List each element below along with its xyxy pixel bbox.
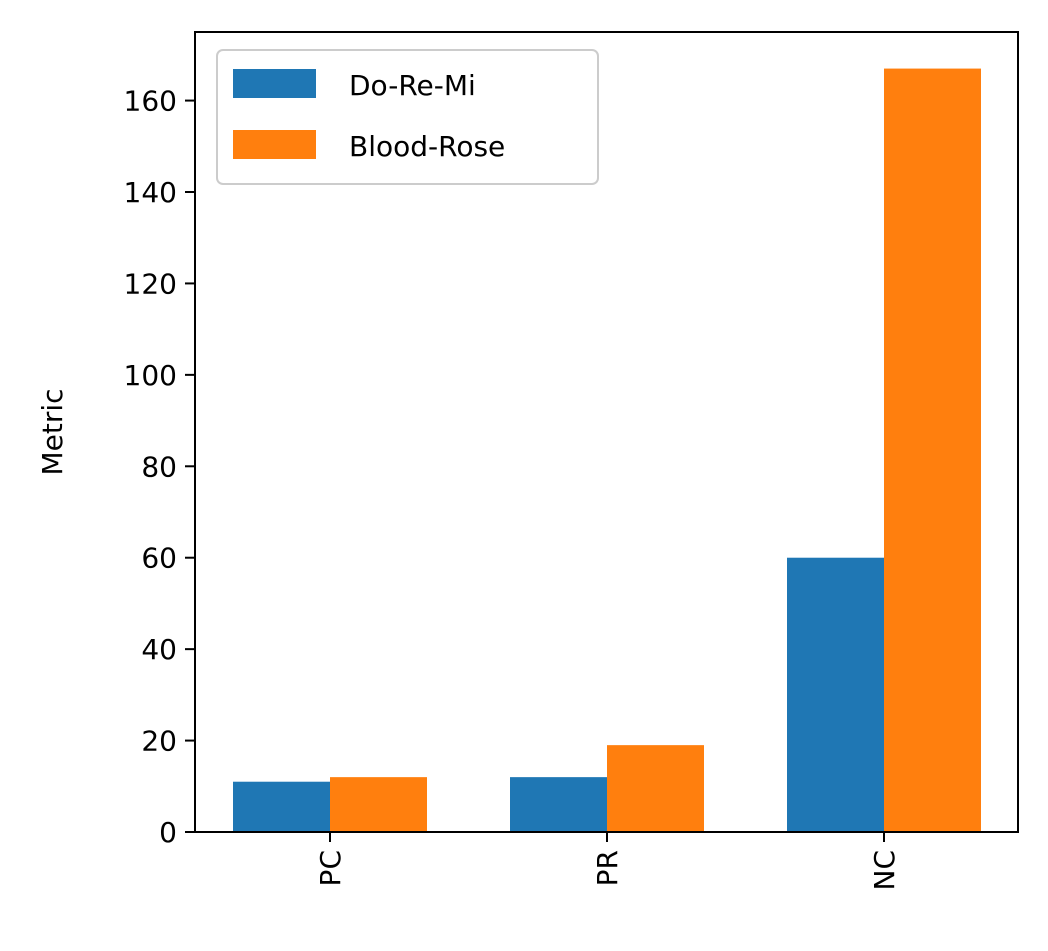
bar-do-re-mi-pc	[233, 781, 330, 832]
x-tick-label: PR	[591, 850, 624, 886]
legend: Do-Re-Mi Blood-Rose	[216, 49, 599, 185]
x-tick-label: NC	[868, 850, 901, 891]
bar-do-re-mi-nc	[787, 557, 884, 832]
y-tick-label: 60	[141, 542, 177, 575]
bar-blood-rose-nc	[884, 68, 981, 833]
x-axis: PC PR NC	[314, 832, 901, 891]
y-axis: 0 20 40 60 80 100 120 140 160	[124, 85, 195, 849]
y-tick-label: 20	[141, 725, 177, 758]
legend-label: Do-Re-Mi	[349, 69, 476, 102]
y-tick-label: 160	[124, 85, 177, 118]
y-tick-label: 100	[124, 359, 177, 392]
bar-blood-rose-pc	[330, 777, 427, 832]
bars-group	[233, 68, 981, 833]
y-tick-label: 40	[141, 633, 177, 666]
bar-do-re-mi-pr	[510, 777, 607, 832]
y-tick-label: 120	[124, 267, 177, 300]
legend-swatch	[233, 130, 316, 159]
legend-swatch	[233, 69, 316, 98]
y-axis-label: Metric	[36, 388, 69, 475]
plot-frame	[194, 31, 1019, 833]
legend-label: Blood-Rose	[349, 130, 505, 163]
y-tick-label: 140	[124, 176, 177, 209]
x-tick-label: PC	[314, 850, 347, 886]
y-tick-label: 80	[141, 450, 177, 483]
bar-blood-rose-pr	[607, 745, 704, 832]
y-tick-label: 0	[159, 816, 177, 849]
